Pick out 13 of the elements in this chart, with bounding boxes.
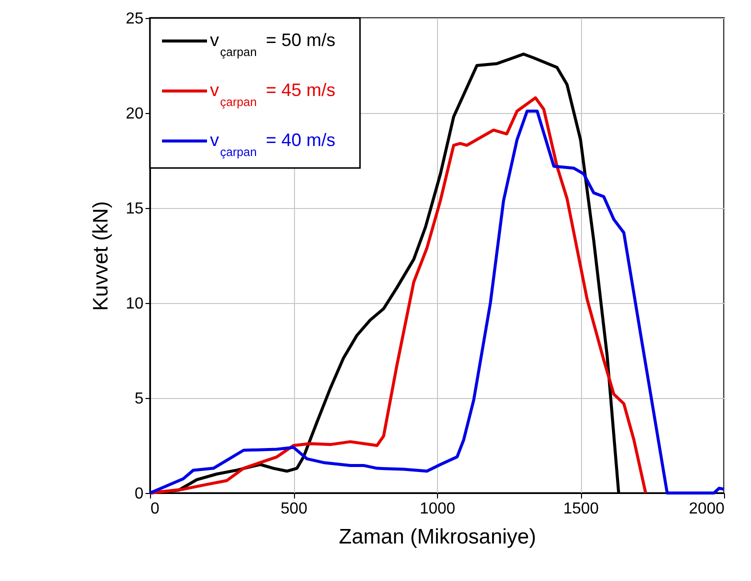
x-tick-label: 500	[280, 500, 308, 518]
x-tick-label: 2000	[688, 500, 725, 518]
y-tick-label: 20	[126, 106, 144, 122]
y-tick-label: 10	[126, 296, 144, 312]
y-tick-label: 5	[134, 390, 144, 408]
y-tick-label: 25	[126, 10, 144, 28]
y-tick-label: 15	[126, 200, 144, 218]
x-tick-label: 1000	[420, 500, 456, 518]
y-tick-label: 0	[134, 486, 144, 502]
y-axis-title: Kuvvet (kN)	[90, 201, 113, 311]
x-axis-title: Zaman (Mikrosaniye)	[338, 526, 536, 548]
x-tick-label: 1500	[563, 500, 599, 518]
x-tick-label: 0	[150, 500, 160, 518]
